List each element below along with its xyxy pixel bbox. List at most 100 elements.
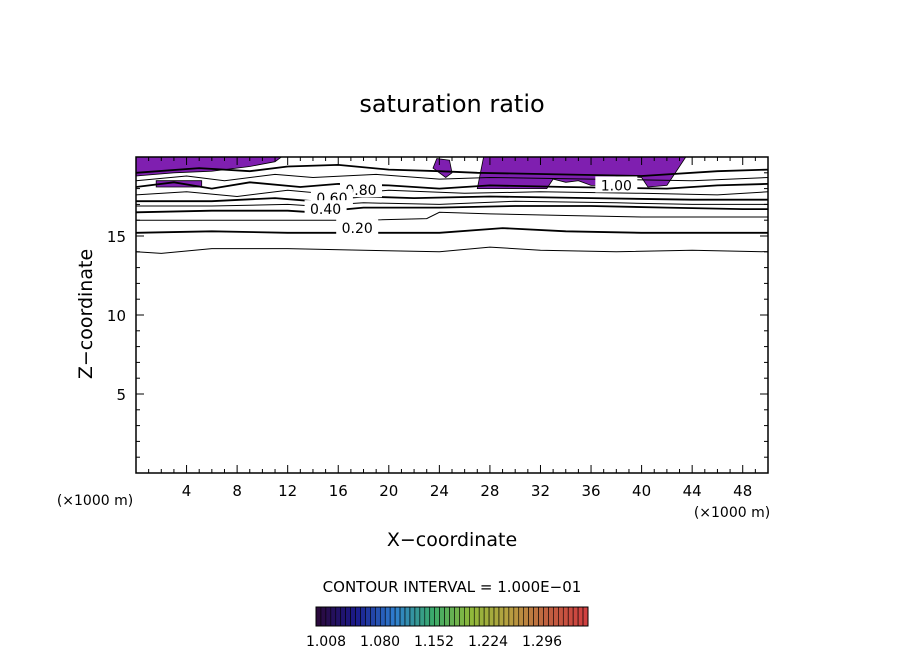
colorbar-cell-15 xyxy=(389,606,396,627)
colorbar-cell-41 xyxy=(518,606,525,627)
colorbar-cell-4 xyxy=(335,606,342,627)
colorbar-cell-6 xyxy=(345,606,351,627)
colorbar-tick-label-1: 1.080 xyxy=(360,634,400,650)
colorbar-cell-30 xyxy=(464,606,470,627)
contour-line-0-2 xyxy=(136,227,768,234)
colorbar-cell-33 xyxy=(478,606,485,627)
colorbar-cell-17 xyxy=(399,606,406,627)
contour-line-0-1 xyxy=(136,246,768,254)
x-unit-right: (×1000 m) xyxy=(694,505,770,521)
x-tick-label-44: 44 xyxy=(683,482,702,500)
x-tick-label-40: 40 xyxy=(632,482,651,500)
colorbar-cell-1 xyxy=(320,606,327,627)
colorbar-cell-25 xyxy=(439,606,445,627)
colorbar-cell-19 xyxy=(409,606,416,627)
colorbar-cell-7 xyxy=(350,606,356,627)
colorbar-cell-40 xyxy=(513,606,520,627)
colorbar-cell-18 xyxy=(404,606,411,627)
colorbar-cell-36 xyxy=(493,606,500,627)
colorbar-cell-43 xyxy=(528,606,534,627)
contour-label-2: 0.40 xyxy=(310,202,341,218)
colorbar-cell-12 xyxy=(375,606,381,627)
colorbar-cell-2 xyxy=(325,606,332,627)
colorbar-cell-47 xyxy=(548,606,554,627)
x-tick-label-16: 16 xyxy=(329,482,348,500)
filled-region-3 xyxy=(432,158,453,178)
contour-line-0-7 xyxy=(136,189,768,198)
colorbar-cell-14 xyxy=(384,606,391,627)
colorbar-cell-23 xyxy=(429,606,435,627)
colorbar-tick-label-3: 1.224 xyxy=(468,634,508,650)
contour-label-bg-4 xyxy=(595,176,638,193)
x-tick-label-8: 8 xyxy=(232,482,242,500)
colorbar-cell-38 xyxy=(503,606,510,627)
colorbar-cell-50 xyxy=(562,606,569,627)
filled-region-0 xyxy=(136,157,283,177)
colorbar-cell-48 xyxy=(553,606,559,627)
colorbar-cell-26 xyxy=(444,606,450,627)
x-tick-label-48: 48 xyxy=(733,482,752,500)
colorbar-cell-5 xyxy=(340,606,346,627)
colorbar-cell-8 xyxy=(355,606,361,627)
x-tick-label-36: 36 xyxy=(581,482,600,500)
colorbar-tick-label-0: 1.008 xyxy=(306,634,346,650)
plot-contents: 0.800.600.400.201.00 xyxy=(136,157,768,254)
colorbar-tick-label-4: 1.296 xyxy=(522,634,562,650)
contour-interval-text: CONTOUR INTERVAL = 1.000E−01 xyxy=(323,578,582,596)
colorbar-cell-31 xyxy=(469,606,475,627)
colorbar-cell-46 xyxy=(543,606,549,627)
colorbar-cell-10 xyxy=(365,606,371,627)
colorbar-cell-24 xyxy=(434,606,440,627)
colorbar-cell-45 xyxy=(538,606,544,627)
contour-line-0-4 xyxy=(136,205,768,214)
x-tick-label-32: 32 xyxy=(531,482,550,500)
colorbar-cell-3 xyxy=(330,606,337,627)
contour-label-4: 1.00 xyxy=(601,178,632,194)
colorbar-cell-13 xyxy=(379,606,386,627)
contour-line-0-8 xyxy=(136,181,768,190)
colorbar-cell-34 xyxy=(483,606,490,627)
y-tick-label-5: 5 xyxy=(116,386,126,404)
colorbar-cell-27 xyxy=(449,606,455,627)
contour-line-0-3 xyxy=(136,211,768,221)
colorbar-cell-32 xyxy=(473,606,480,627)
colorbar-cell-42 xyxy=(523,606,529,627)
y-tick-label-15: 15 xyxy=(107,228,126,246)
x-tick-label-28: 28 xyxy=(480,482,499,500)
colorbar-cell-53 xyxy=(577,606,584,627)
colorbar-cell-29 xyxy=(459,606,465,627)
contour-label-bg-2 xyxy=(304,200,347,217)
x-axis-label: X−coordinate xyxy=(387,529,517,551)
colorbar-cell-22 xyxy=(424,606,431,627)
x-tick-label-4: 4 xyxy=(182,482,192,500)
colorbar-cell-51 xyxy=(567,606,574,627)
chart-title: saturation ratio xyxy=(359,90,544,118)
contour-line-0-6 xyxy=(136,195,768,203)
x-tick-label-12: 12 xyxy=(278,482,297,500)
y-tick-label-10: 10 xyxy=(107,307,126,325)
colorbar-cell-44 xyxy=(533,606,539,627)
colorbar-cell-0 xyxy=(315,606,322,627)
contour-label-bg-3 xyxy=(336,219,379,236)
x-unit-left: (×1000 m) xyxy=(57,493,133,509)
x-tick-label-20: 20 xyxy=(379,482,398,500)
colorbar-cell-16 xyxy=(394,606,401,627)
colorbar-cell-35 xyxy=(488,606,495,627)
contour-label-3: 0.20 xyxy=(342,221,373,237)
colorbar-cell-37 xyxy=(498,606,505,627)
colorbar-cell-11 xyxy=(370,606,376,627)
x-tick-label-24: 24 xyxy=(430,482,449,500)
colorbar-frame xyxy=(315,606,589,627)
contour-label-0: 0.80 xyxy=(345,183,376,199)
colorbar: 1.008 1.080 1.152 1.224 1.296 xyxy=(306,606,589,650)
colorbar-cell-9 xyxy=(360,606,366,627)
colorbar-tick-label-2: 1.152 xyxy=(414,634,454,650)
plot-area: 0.800.600.400.201.004 8 12 16 20 24 28 32 36 40 44… xyxy=(107,156,769,500)
colorbar-cell-39 xyxy=(508,606,515,627)
colorbar-cell-20 xyxy=(414,606,421,627)
colorbar-cell-28 xyxy=(454,606,460,627)
contour-line-0-5 xyxy=(136,200,768,207)
colorbar-cell-54 xyxy=(582,606,589,627)
y-axis-label: Z−coordinate xyxy=(75,249,97,379)
